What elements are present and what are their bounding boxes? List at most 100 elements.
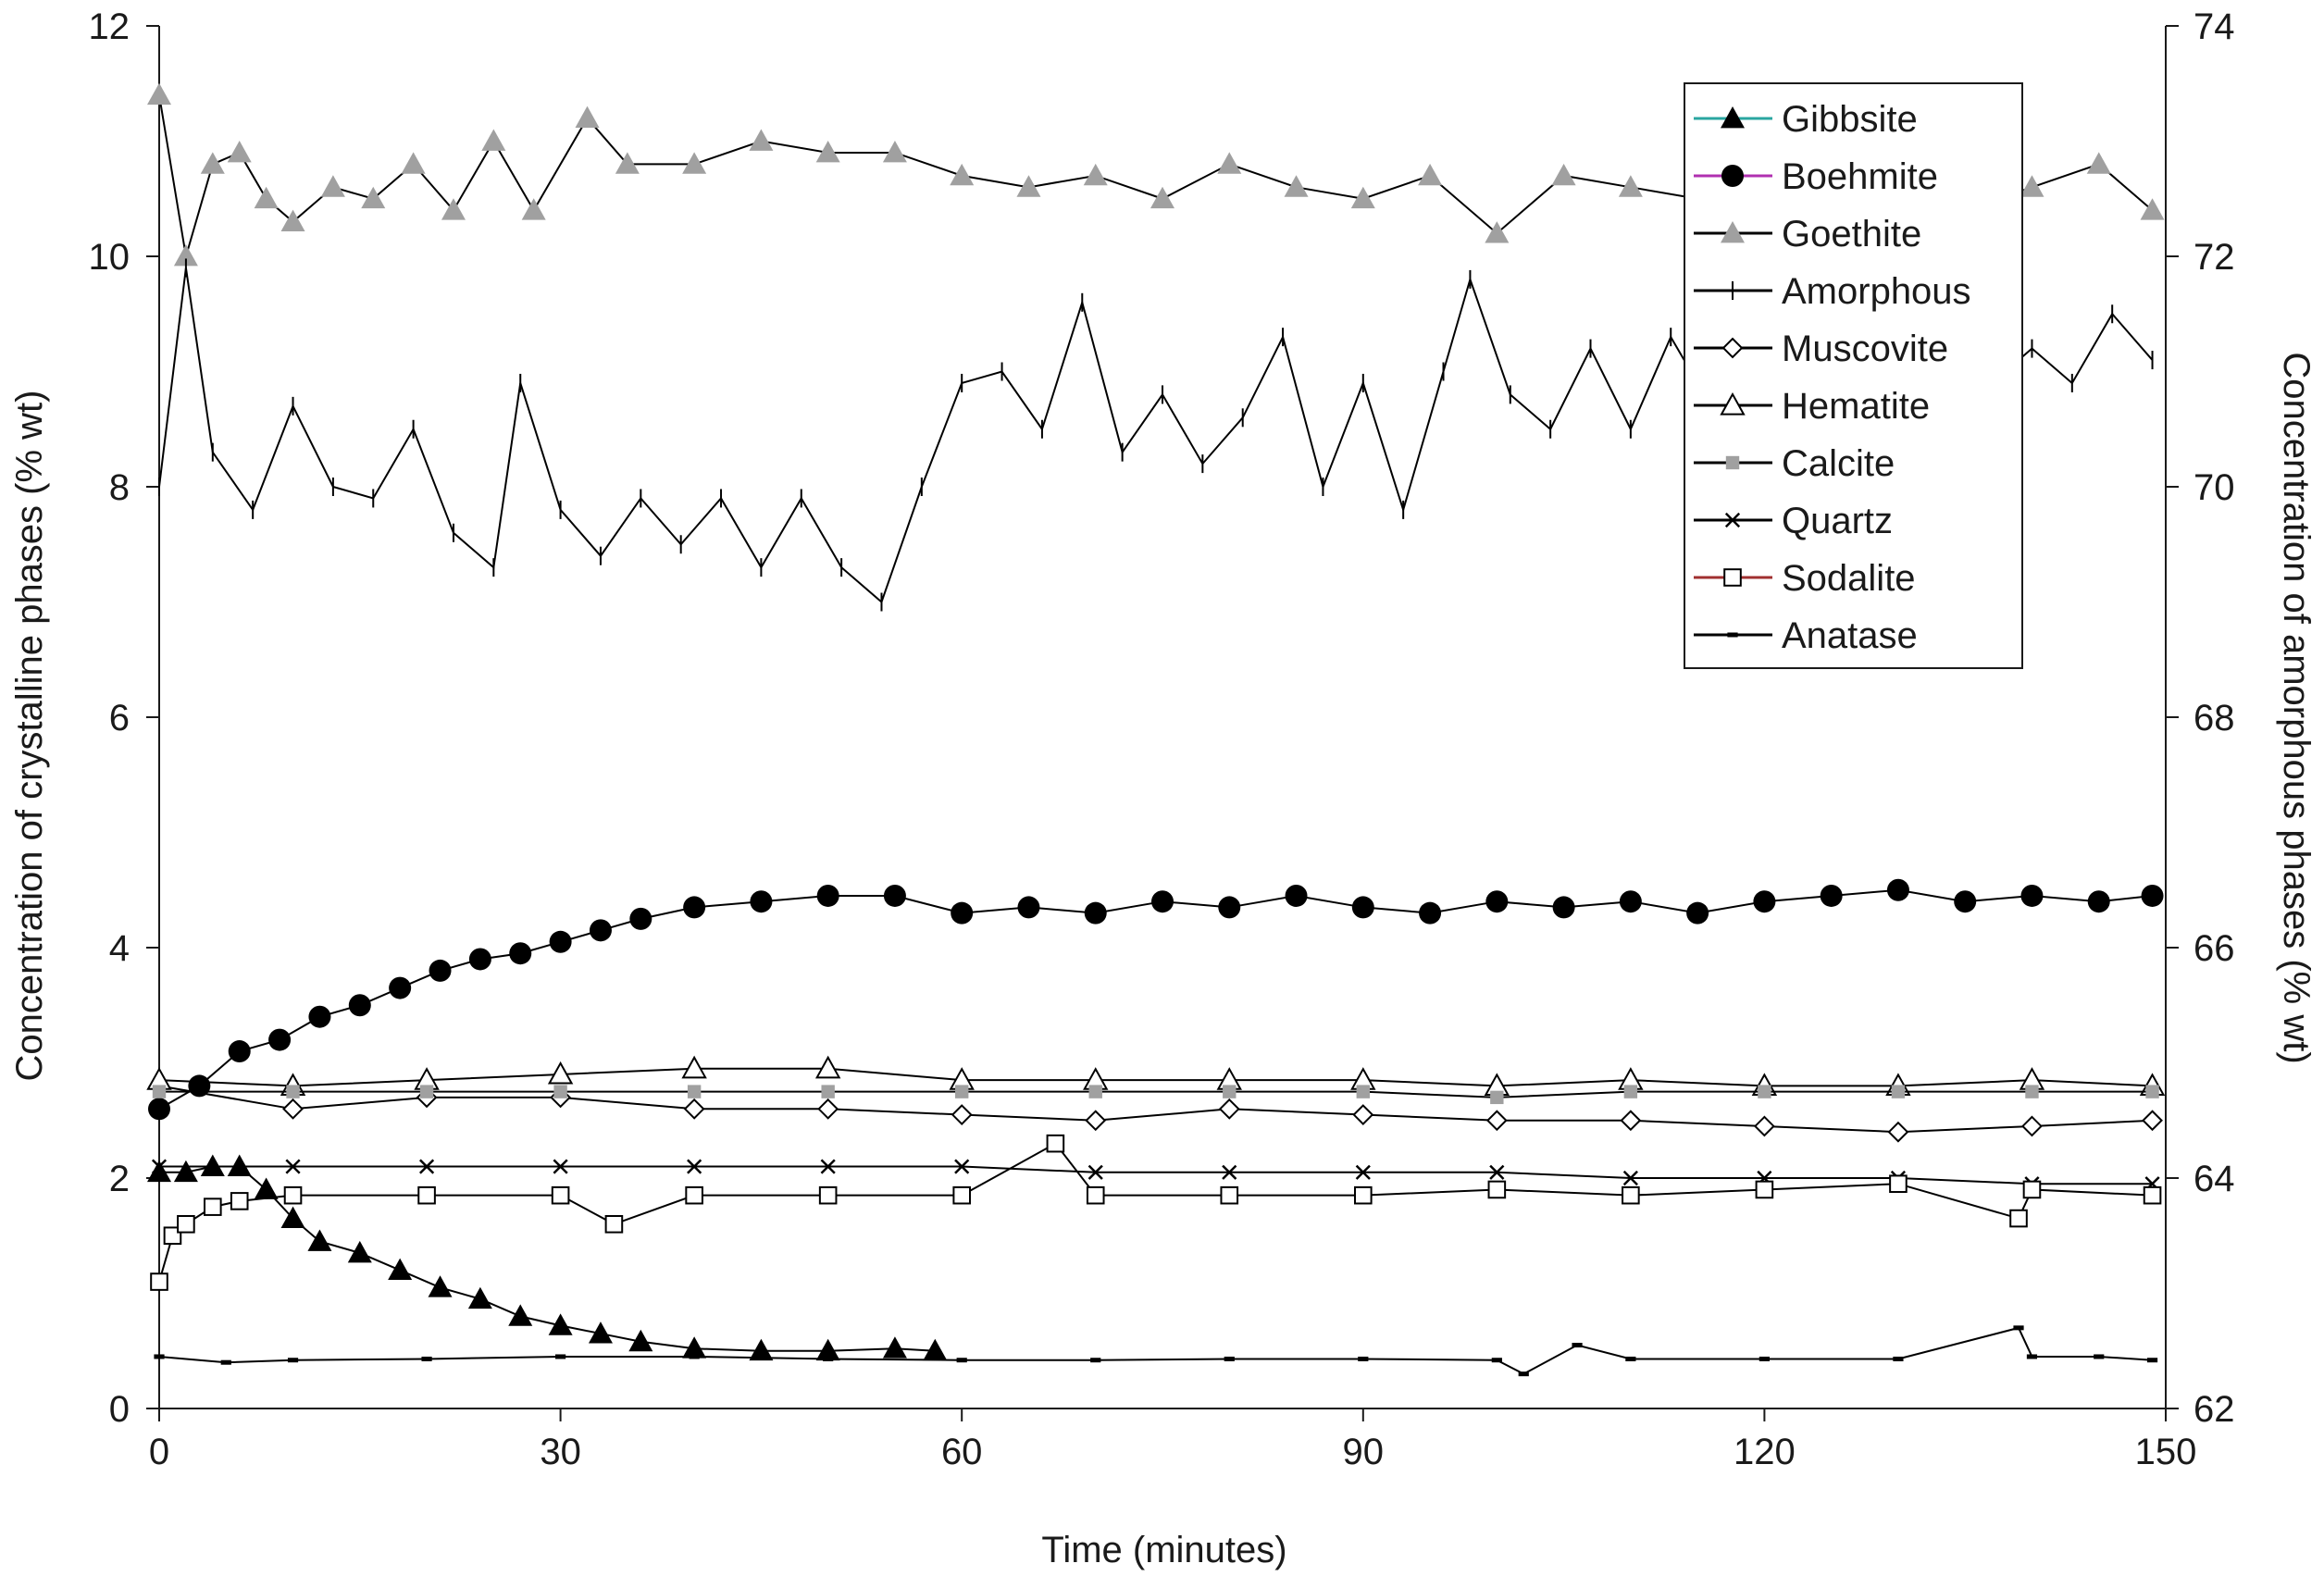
- point-sodalite: [604, 1215, 624, 1234]
- point-boehmite: [816, 884, 839, 907]
- series-line-boehmite: [158, 888, 2153, 1111]
- y2-tick-label: 66: [2194, 928, 2235, 969]
- point-calcite: [1623, 1085, 1638, 1098]
- point-goethite: [280, 209, 305, 232]
- legend-label: Anatase: [1782, 615, 1918, 656]
- legend-item-quartz: Quartz: [1694, 501, 1893, 541]
- point-calcite: [1223, 1085, 1237, 1098]
- legend-label: Gibbsite: [1782, 99, 1918, 140]
- point-boehmite: [429, 959, 452, 982]
- point-gibbsite: [428, 1275, 453, 1297]
- legend-label: Quartz: [1782, 501, 1893, 541]
- point-goethite: [1150, 186, 1174, 209]
- point-anatase: [2013, 1325, 2024, 1331]
- point-muscovite: [1620, 1110, 1642, 1132]
- point-sodalite: [230, 1192, 249, 1210]
- point-boehmite: [148, 1098, 170, 1121]
- point-boehmite: [1218, 896, 1241, 919]
- point-quartz: [1222, 1164, 1237, 1180]
- point-goethite: [1083, 163, 1108, 186]
- point-goethite: [481, 129, 506, 151]
- point-goethite: [2020, 175, 2044, 197]
- point-gibbsite: [347, 1240, 372, 1263]
- point-goethite: [147, 82, 171, 105]
- point-gibbsite: [923, 1338, 948, 1361]
- point-sodalite: [1086, 1185, 1105, 1205]
- point-quartz: [820, 1159, 836, 1174]
- point-boehmite: [468, 948, 491, 971]
- point-quartz: [1622, 1170, 1638, 1186]
- point-anatase: [1572, 1343, 1583, 1348]
- y2-tick-label: 64: [2194, 1159, 2235, 1199]
- point-muscovite: [1352, 1104, 1374, 1125]
- point-gibbsite: [815, 1338, 840, 1361]
- point-anatase: [956, 1358, 967, 1363]
- y-tick-label: 6: [109, 698, 130, 738]
- point-gibbsite: [749, 1338, 774, 1361]
- point-gibbsite: [227, 1154, 252, 1176]
- point-boehmite: [549, 930, 572, 953]
- x-tick-label: 150: [2135, 1432, 2197, 1472]
- series-gibbsite: [147, 1154, 948, 1361]
- series-layer: [146, 82, 2166, 1377]
- point-goethite: [254, 186, 279, 209]
- legend-item-calcite: Calcite: [1694, 443, 1895, 484]
- series-hematite: [146, 1055, 2166, 1096]
- y-tick-label: 4: [109, 928, 130, 969]
- point-hematite: [681, 1055, 707, 1079]
- point-muscovite: [1887, 1121, 1909, 1143]
- point-calcite: [1891, 1085, 1906, 1098]
- point-sodalite: [2022, 1180, 2042, 1199]
- y-tick-label: 8: [109, 467, 130, 508]
- legend-swatch-marker: [1725, 455, 1740, 470]
- point-goethite: [682, 152, 707, 174]
- point-boehmite: [883, 884, 906, 907]
- point-muscovite: [2021, 1115, 2043, 1137]
- point-sodalite: [952, 1185, 972, 1205]
- point-boehmite: [1820, 884, 1843, 907]
- point-calcite: [1356, 1085, 1370, 1098]
- point-goethite: [1618, 175, 1643, 197]
- point-quartz: [151, 1159, 168, 1174]
- point-anatase: [287, 1358, 299, 1363]
- point-goethite: [950, 163, 975, 186]
- x-tick-label: 30: [540, 1432, 581, 1472]
- point-anatase: [1625, 1356, 1636, 1361]
- point-gibbsite: [147, 1160, 171, 1183]
- point-gibbsite: [173, 1160, 198, 1183]
- point-goethite: [361, 186, 386, 209]
- point-muscovite: [683, 1098, 705, 1120]
- legend-swatch-marker: [1721, 165, 1744, 187]
- point-sodalite: [2009, 1209, 2028, 1228]
- point-sodalite: [1755, 1180, 1774, 1199]
- point-gibbsite: [548, 1313, 573, 1335]
- series-line-hematite: [158, 1067, 2153, 1087]
- point-boehmite: [1619, 890, 1642, 913]
- point-quartz: [1489, 1164, 1505, 1180]
- point-sodalite: [204, 1198, 222, 1216]
- point-goethite: [615, 152, 640, 174]
- point-anatase: [2094, 1354, 2105, 1359]
- point-sodalite: [417, 1185, 436, 1205]
- point-goethite: [200, 152, 225, 174]
- series-line-muscovite: [158, 1085, 2153, 1134]
- point-anatase: [1224, 1356, 1235, 1361]
- point-goethite: [882, 140, 907, 163]
- point-gibbsite: [508, 1304, 533, 1326]
- series-sodalite: [150, 1134, 2162, 1291]
- x-axis-title: Time (minutes): [1041, 1530, 1286, 1570]
- point-sodalite: [1487, 1180, 1507, 1199]
- legend: Gibbsite Boehmite Goethite Amorphous Muscovi…: [1684, 82, 2023, 669]
- point-boehmite: [228, 1040, 251, 1063]
- point-gibbsite: [307, 1229, 332, 1251]
- point-gibbsite: [388, 1258, 413, 1280]
- point-muscovite: [817, 1098, 839, 1120]
- point-sodalite: [177, 1215, 195, 1234]
- legend-label: Hematite: [1782, 386, 1930, 427]
- y-tick-label: 12: [89, 6, 130, 47]
- point-anatase: [1518, 1371, 1529, 1377]
- point-anatase: [421, 1356, 432, 1361]
- point-boehmite: [1552, 896, 1575, 919]
- legend-label: Amorphous: [1782, 271, 1971, 312]
